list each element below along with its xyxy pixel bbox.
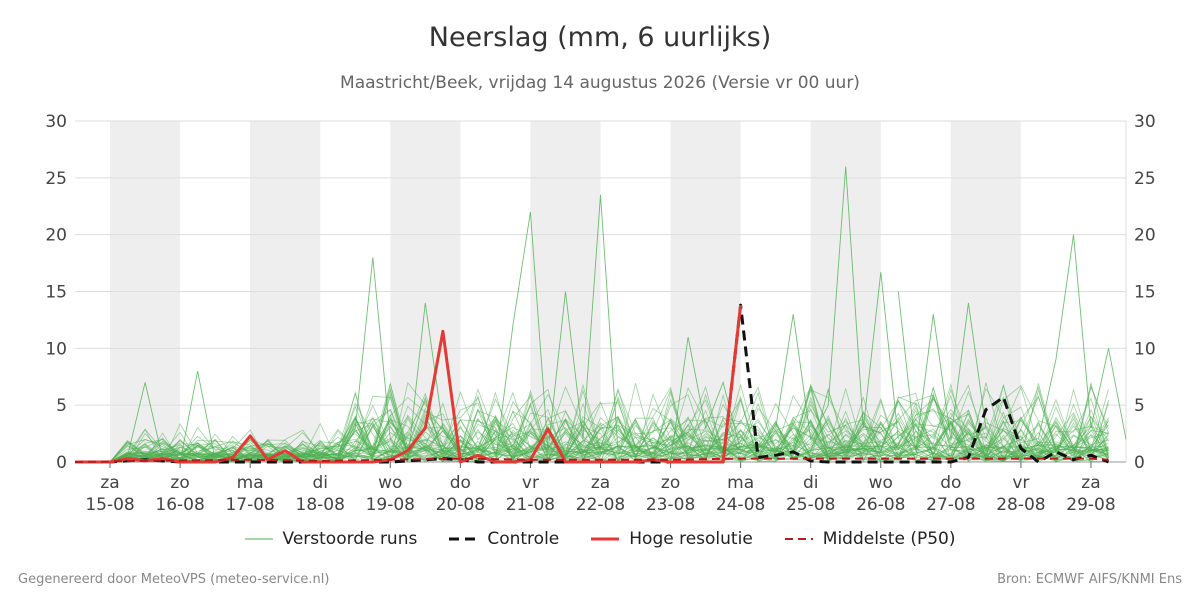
ensemble-peak-run-3	[494, 194, 619, 463]
ensemble-lines	[75, 166, 1127, 464]
ensemble-peak-run-5	[775, 166, 899, 441]
y-tick-left-15: 15	[45, 283, 67, 303]
x-tick-day-26-08: wo	[869, 473, 893, 493]
ensemble-run-27	[75, 389, 1109, 463]
x-tick-date-15-08: 15-08	[85, 495, 134, 515]
x-tick-date-24-08: 24-08	[716, 495, 765, 515]
x-tick-date-19-08: 19-08	[366, 495, 415, 515]
footer-source: Bron: ECMWF AIFS/KNMI Ens	[997, 572, 1182, 587]
legend-swatch-3	[784, 538, 813, 540]
legend-item-0: Verstoorde runs	[244, 529, 418, 549]
x-tick-day-15-08: za	[100, 473, 119, 493]
ensemble-run-46	[75, 395, 1109, 463]
chart-subtitle: Maastricht/Beek, vrijdag 14 augustus 202…	[340, 73, 860, 93]
ensemble-peak-run-7	[1037, 234, 1127, 440]
x-tick-day-29-08: za	[1081, 473, 1100, 493]
x-tick-date-26-08: 26-08	[856, 495, 905, 515]
x-tick-date-20-08: 20-08	[436, 495, 485, 515]
x-tick-day-21-08: vr	[522, 473, 539, 493]
main-lines	[74, 303, 1110, 464]
legend-label-3: Middelste (P50)	[822, 529, 956, 549]
y-tick-right-15: 15	[1134, 283, 1156, 303]
x-tick-day-18-08: di	[312, 473, 328, 493]
x-tick-day-24-08: ma	[727, 473, 754, 493]
x-tick-date-16-08: 16-08	[155, 495, 204, 515]
y-tick-left-25: 25	[45, 169, 67, 189]
ensemble-run-47	[75, 382, 1109, 463]
y-tick-left-5: 5	[56, 396, 67, 416]
x-tick-day-28-08: vr	[1012, 473, 1029, 493]
legend-swatch-2	[591, 537, 620, 541]
ensemble-run-32	[75, 384, 1109, 463]
x-tick-day-16-08: zo	[170, 473, 189, 493]
y-tick-left-0: 0	[56, 453, 67, 473]
chart-title: Neerslag (mm, 6 uurlijks)	[428, 22, 772, 53]
x-tick-day-19-08: wo	[378, 473, 402, 493]
ensemble-run-42	[75, 394, 1109, 463]
y-tick-right-10: 10	[1134, 339, 1156, 359]
x-tick-date-21-08: 21-08	[506, 495, 555, 515]
y-tick-right-20: 20	[1134, 226, 1156, 246]
legend-item-2: Hoge resolutie	[591, 529, 753, 549]
x-tick-date-28-08: 28-08	[996, 495, 1045, 515]
ensemble-peak-run-2	[337, 257, 461, 464]
x-tick-day-17-08: ma	[237, 473, 264, 493]
ensemble-run-48	[75, 403, 1109, 463]
x-tick-day-20-08: do	[450, 473, 471, 493]
x-tick-day-22-08: za	[591, 473, 610, 493]
y-tick-right-25: 25	[1134, 169, 1156, 189]
legend-swatch-1	[449, 537, 478, 541]
x-tick-date-27-08: 27-08	[926, 495, 975, 515]
legend: Verstoorde runs Controle Hoge resolutie Mid…	[0, 529, 1200, 549]
y-tick-left-30: 30	[45, 112, 67, 132]
footer-generator: Gegenereerd door MeteoVPS (meteo-service…	[18, 572, 330, 587]
x-tick-date-25-08: 25-08	[786, 495, 835, 515]
series-line-3	[74, 457, 1109, 463]
ensemble-run-45	[75, 389, 1109, 463]
legend-label-2: Hoge resolutie	[629, 529, 753, 549]
ensemble-peak-run-6	[897, 291, 987, 451]
x-tick-date-23-08: 23-08	[646, 495, 695, 515]
y-tick-left-20: 20	[45, 226, 67, 246]
legend-label-0: Verstoorde runs	[282, 529, 418, 549]
y-tick-right-5: 5	[1134, 396, 1145, 416]
legend-item-3: Middelste (P50)	[784, 529, 956, 549]
x-tick-day-25-08: di	[803, 473, 819, 493]
x-tick-date-17-08: 17-08	[225, 495, 274, 515]
legend-item-1: Controle	[449, 529, 559, 549]
x-tick-day-23-08: zo	[661, 473, 680, 493]
series-line-2	[75, 304, 743, 464]
x-tick-date-18-08: 18-08	[296, 495, 345, 515]
x-tick-date-22-08: 22-08	[576, 495, 625, 515]
x-tick-day-27-08: do	[940, 473, 961, 493]
ensemble-run-39	[75, 395, 1109, 463]
y-tick-left-10: 10	[45, 339, 67, 359]
legend-label-1: Controle	[487, 529, 560, 549]
y-tick-right-0: 0	[1134, 453, 1145, 473]
y-tick-right-30: 30	[1134, 112, 1156, 132]
x-tick-date-29-08: 29-08	[1066, 495, 1115, 515]
legend-swatch-0	[244, 538, 273, 540]
